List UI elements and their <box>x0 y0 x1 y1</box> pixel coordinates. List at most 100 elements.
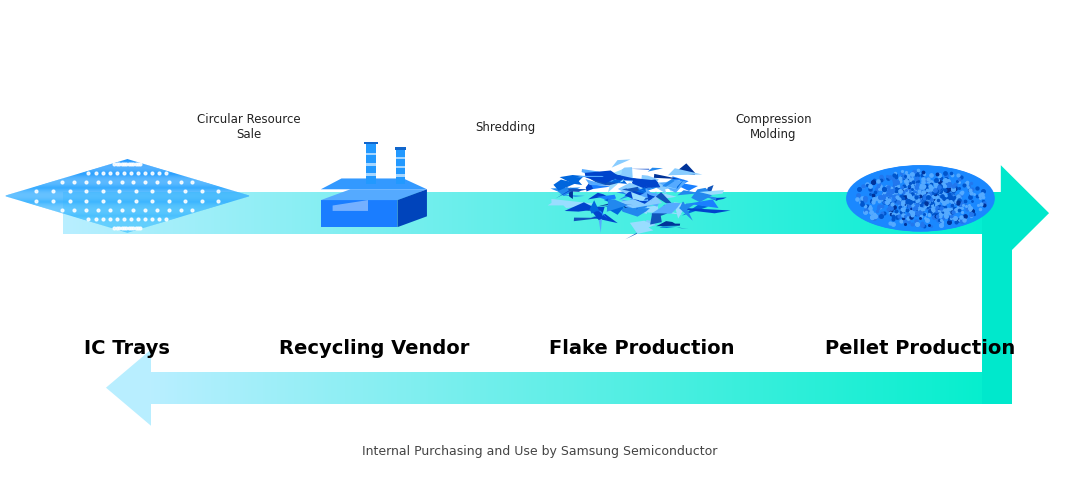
Polygon shape <box>273 192 276 234</box>
Polygon shape <box>402 192 405 234</box>
Polygon shape <box>672 192 675 234</box>
Polygon shape <box>672 372 674 404</box>
Polygon shape <box>995 192 998 234</box>
Polygon shape <box>728 192 731 234</box>
Polygon shape <box>68 176 187 177</box>
Polygon shape <box>200 372 202 404</box>
Polygon shape <box>151 192 154 234</box>
Polygon shape <box>772 192 775 234</box>
Polygon shape <box>935 192 939 234</box>
Polygon shape <box>792 372 795 404</box>
Polygon shape <box>597 372 600 404</box>
Polygon shape <box>515 192 517 234</box>
Polygon shape <box>491 372 495 404</box>
Polygon shape <box>411 372 414 404</box>
Polygon shape <box>121 160 134 161</box>
Polygon shape <box>608 202 633 205</box>
Polygon shape <box>703 372 706 404</box>
Text: Recycling Vendor: Recycling Vendor <box>279 339 469 358</box>
Polygon shape <box>389 192 392 234</box>
Polygon shape <box>972 372 975 404</box>
Polygon shape <box>183 192 186 234</box>
Polygon shape <box>592 205 607 218</box>
Polygon shape <box>162 372 165 404</box>
Polygon shape <box>597 194 616 200</box>
Polygon shape <box>548 199 596 208</box>
Polygon shape <box>835 192 838 234</box>
Polygon shape <box>677 190 700 196</box>
Polygon shape <box>781 192 784 234</box>
Polygon shape <box>123 192 126 234</box>
Polygon shape <box>659 180 687 193</box>
Polygon shape <box>663 372 665 404</box>
Polygon shape <box>286 192 289 234</box>
Polygon shape <box>985 192 988 234</box>
Polygon shape <box>387 192 389 234</box>
Polygon shape <box>683 204 708 216</box>
Polygon shape <box>688 200 718 208</box>
Polygon shape <box>22 201 233 202</box>
Polygon shape <box>618 192 621 234</box>
Polygon shape <box>675 164 696 175</box>
Polygon shape <box>271 372 274 404</box>
Polygon shape <box>991 372 995 404</box>
Polygon shape <box>738 192 741 234</box>
Polygon shape <box>877 372 880 404</box>
Polygon shape <box>405 372 408 404</box>
Polygon shape <box>658 372 660 404</box>
Polygon shape <box>5 194 249 196</box>
Polygon shape <box>603 176 627 184</box>
Polygon shape <box>683 372 686 404</box>
Polygon shape <box>502 192 505 234</box>
Polygon shape <box>721 192 725 234</box>
Polygon shape <box>333 200 368 211</box>
Ellipse shape <box>847 166 995 231</box>
Polygon shape <box>552 372 554 404</box>
Polygon shape <box>366 163 376 166</box>
Polygon shape <box>998 372 1000 404</box>
Polygon shape <box>599 192 603 234</box>
Polygon shape <box>25 202 230 203</box>
Polygon shape <box>201 192 204 234</box>
Polygon shape <box>535 372 537 404</box>
Polygon shape <box>124 159 131 160</box>
Polygon shape <box>448 372 451 404</box>
Polygon shape <box>464 192 468 234</box>
Polygon shape <box>750 192 753 234</box>
Polygon shape <box>477 192 481 234</box>
Polygon shape <box>300 372 302 404</box>
Polygon shape <box>640 192 644 234</box>
Polygon shape <box>760 372 764 404</box>
Polygon shape <box>543 372 545 404</box>
Polygon shape <box>636 208 637 210</box>
Polygon shape <box>364 192 367 234</box>
Polygon shape <box>611 372 615 404</box>
Polygon shape <box>257 192 260 234</box>
Polygon shape <box>431 372 434 404</box>
Polygon shape <box>394 148 406 150</box>
Polygon shape <box>113 192 117 234</box>
Polygon shape <box>955 372 958 404</box>
Polygon shape <box>114 229 139 230</box>
Polygon shape <box>625 232 637 239</box>
Polygon shape <box>637 192 640 234</box>
Polygon shape <box>797 372 800 404</box>
Polygon shape <box>609 200 621 210</box>
Polygon shape <box>93 222 162 224</box>
Polygon shape <box>631 192 646 201</box>
Polygon shape <box>65 214 190 215</box>
Polygon shape <box>351 372 354 404</box>
Polygon shape <box>691 188 713 202</box>
Polygon shape <box>600 174 605 180</box>
Polygon shape <box>866 192 869 234</box>
Polygon shape <box>861 372 863 404</box>
Polygon shape <box>769 372 771 404</box>
Polygon shape <box>866 372 869 404</box>
Polygon shape <box>950 192 954 234</box>
Polygon shape <box>774 372 778 404</box>
Polygon shape <box>624 192 627 234</box>
Polygon shape <box>89 192 92 234</box>
Polygon shape <box>960 372 963 404</box>
Polygon shape <box>632 206 659 214</box>
Polygon shape <box>981 372 983 404</box>
